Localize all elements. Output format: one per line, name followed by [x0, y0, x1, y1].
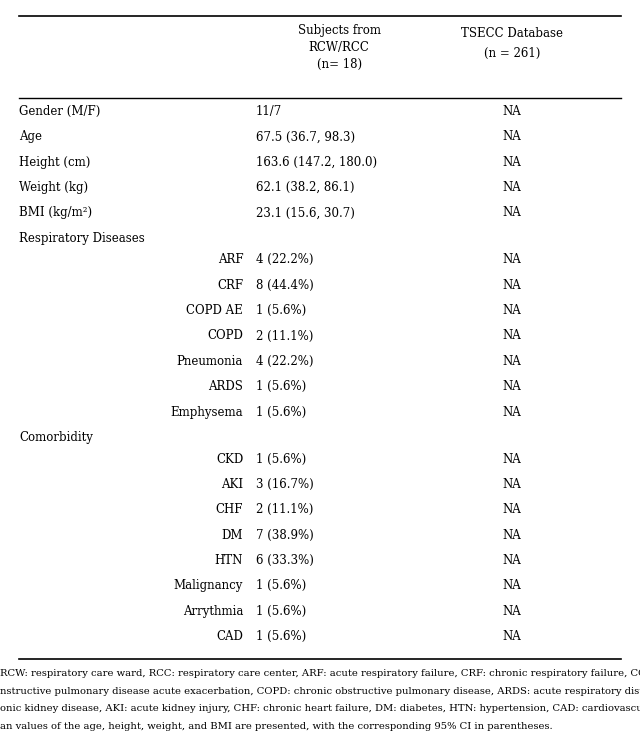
Text: 1 (5.6%): 1 (5.6%): [256, 452, 307, 466]
Text: (n= 18): (n= 18): [317, 58, 362, 71]
Text: Malignancy: Malignancy: [174, 579, 243, 593]
Text: Gender (M/F): Gender (M/F): [19, 105, 100, 118]
Text: NA: NA: [502, 355, 522, 368]
Text: Height (cm): Height (cm): [19, 156, 91, 168]
Text: NA: NA: [502, 528, 522, 542]
Text: NA: NA: [502, 156, 522, 168]
Text: CKD: CKD: [216, 452, 243, 466]
Text: NA: NA: [502, 406, 522, 418]
Text: 1 (5.6%): 1 (5.6%): [256, 605, 307, 618]
Text: NA: NA: [502, 105, 522, 118]
Text: Comorbidity: Comorbidity: [19, 431, 93, 444]
Text: 3 (16.7%): 3 (16.7%): [256, 478, 314, 491]
Text: AKI: AKI: [221, 478, 243, 491]
Text: 1 (5.6%): 1 (5.6%): [256, 304, 307, 317]
Text: COPD: COPD: [207, 330, 243, 342]
Text: NA: NA: [502, 452, 522, 466]
Text: 1 (5.6%): 1 (5.6%): [256, 380, 307, 393]
Text: 2 (11.1%): 2 (11.1%): [256, 330, 314, 342]
Text: Weight (kg): Weight (kg): [19, 181, 88, 194]
Text: NA: NA: [502, 279, 522, 292]
Text: 23.1 (15.6, 30.7): 23.1 (15.6, 30.7): [256, 206, 355, 219]
Text: CRF: CRF: [217, 279, 243, 292]
Text: 1 (5.6%): 1 (5.6%): [256, 579, 307, 593]
Text: NA: NA: [502, 181, 522, 194]
Text: NA: NA: [502, 330, 522, 342]
Text: 1 (5.6%): 1 (5.6%): [256, 630, 307, 643]
Text: 8 (44.4%): 8 (44.4%): [256, 279, 314, 292]
Text: 163.6 (147.2, 180.0): 163.6 (147.2, 180.0): [256, 156, 377, 168]
Text: 4 (22.2%): 4 (22.2%): [256, 355, 314, 368]
Text: 67.5 (36.7, 98.3): 67.5 (36.7, 98.3): [256, 130, 355, 143]
Text: NA: NA: [502, 380, 522, 393]
Text: NA: NA: [502, 630, 522, 643]
Text: (n = 261): (n = 261): [484, 47, 540, 60]
Text: NA: NA: [502, 130, 522, 143]
Text: NA: NA: [502, 605, 522, 618]
Text: NA: NA: [502, 304, 522, 317]
Text: CAD: CAD: [216, 630, 243, 643]
Text: Respiratory Diseases: Respiratory Diseases: [19, 232, 145, 245]
Text: NA: NA: [502, 579, 522, 593]
Text: CHF: CHF: [216, 503, 243, 517]
Text: DM: DM: [221, 528, 243, 542]
Text: Emphysema: Emphysema: [171, 406, 243, 418]
Text: 62.1 (38.2, 86.1): 62.1 (38.2, 86.1): [256, 181, 355, 194]
Text: ARF: ARF: [218, 253, 243, 266]
Text: Age: Age: [19, 130, 42, 143]
Text: 7 (38.9%): 7 (38.9%): [256, 528, 314, 542]
Text: onic kidney disease, AKI: acute kidney injury, CHF: chronic heart failure, DM: d: onic kidney disease, AKI: acute kidney i…: [0, 704, 640, 713]
Text: NA: NA: [502, 253, 522, 266]
Text: ARDS: ARDS: [209, 380, 243, 393]
Text: 1 (5.6%): 1 (5.6%): [256, 406, 307, 418]
Text: 6 (33.3%): 6 (33.3%): [256, 554, 314, 567]
Text: NA: NA: [502, 206, 522, 219]
Text: HTN: HTN: [215, 554, 243, 567]
Text: COPD AE: COPD AE: [186, 304, 243, 317]
Text: NA: NA: [502, 554, 522, 567]
Text: NA: NA: [502, 503, 522, 517]
Text: TSECC Database: TSECC Database: [461, 27, 563, 41]
Text: 4 (22.2%): 4 (22.2%): [256, 253, 314, 266]
Text: an values of the age, height, weight, and BMI are presented, with the correspond: an values of the age, height, weight, an…: [0, 722, 552, 731]
Text: Pneumonia: Pneumonia: [177, 355, 243, 368]
Text: 2 (11.1%): 2 (11.1%): [256, 503, 314, 517]
Text: 11/7: 11/7: [256, 105, 282, 118]
Text: RCW/RCC: RCW/RCC: [308, 41, 370, 54]
Text: BMI (kg/m²): BMI (kg/m²): [19, 206, 92, 219]
Text: nstructive pulmonary disease acute exacerbation, COPD: chronic obstructive pulmo: nstructive pulmonary disease acute exace…: [0, 687, 640, 695]
Text: Arrythmia: Arrythmia: [183, 605, 243, 618]
Text: RCW: respiratory care ward, RCC: respiratory care center, ARF: acute respiratory: RCW: respiratory care ward, RCC: respira…: [0, 669, 640, 678]
Text: NA: NA: [502, 478, 522, 491]
Text: Subjects from: Subjects from: [298, 24, 381, 37]
